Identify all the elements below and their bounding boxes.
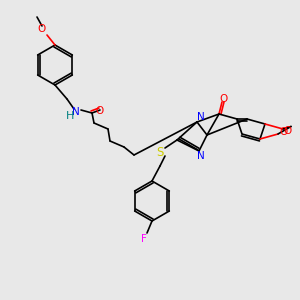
Text: O: O [96, 106, 104, 116]
Text: O: O [38, 24, 46, 34]
Text: O: O [284, 126, 292, 136]
Text: O: O [279, 127, 287, 137]
Text: F: F [141, 234, 147, 244]
Text: O: O [219, 94, 227, 104]
Text: N: N [197, 112, 205, 122]
Text: N: N [197, 151, 205, 161]
Text: H: H [66, 111, 74, 121]
Text: N: N [72, 107, 80, 117]
Text: S: S [156, 146, 164, 160]
